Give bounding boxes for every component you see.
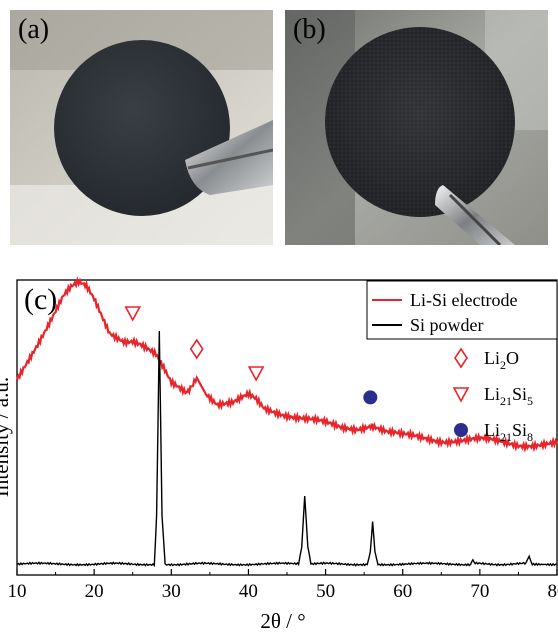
- panel-label-c: (c): [24, 283, 57, 316]
- x-axis-label: 2θ / °: [260, 609, 305, 633]
- series-line-li-si-electrode: [15, 276, 558, 453]
- x-tick-label: 60: [393, 581, 412, 602]
- legend-box: [366, 280, 558, 340]
- x-tick-label: 10: [8, 581, 27, 602]
- xrd-chart: 10 20 30 40 50 60 70 80 Li-Si electrode Si powde…: [0, 276, 558, 633]
- x-tick-label: 50: [316, 581, 335, 602]
- x-tick-label: 80: [548, 581, 558, 602]
- panel-label-a: (a): [18, 14, 50, 45]
- peak-marker-triangle-down-open: [124, 306, 142, 322]
- photo-a-image: [10, 10, 273, 245]
- series-line-si-powder: [16, 330, 558, 568]
- peak-marker-triangle-down-open: [247, 366, 265, 382]
- phase-legend-marker: [454, 423, 468, 437]
- phase-legend-label: Li21Si8: [484, 420, 533, 444]
- phase-legend-marker: [454, 347, 468, 369]
- x-tick-label: 70: [470, 581, 489, 602]
- legend-label: Si powder: [410, 315, 484, 335]
- y-axis-label: Intensity / a.u.: [0, 377, 13, 497]
- peak-marker-circle-filled: [363, 390, 378, 405]
- phase-legend-marker: [452, 387, 470, 403]
- x-tick-label: 40: [239, 581, 258, 602]
- peak-marker-diamond-open: [189, 338, 204, 360]
- phase-legend-label: Li2O: [484, 348, 519, 372]
- photo-b-li-si-electrode: (b): [285, 10, 548, 245]
- x-tick-label: 30: [162, 581, 181, 602]
- panel-label-b: (b): [293, 14, 326, 45]
- phase-legend-label: Li21Si5: [484, 384, 533, 408]
- photo-b-image: [285, 10, 548, 245]
- legend-label: Li-Si electrode: [410, 290, 517, 310]
- x-tick-label: 20: [85, 581, 104, 602]
- photo-a-smooth-electrode: (a): [10, 10, 273, 245]
